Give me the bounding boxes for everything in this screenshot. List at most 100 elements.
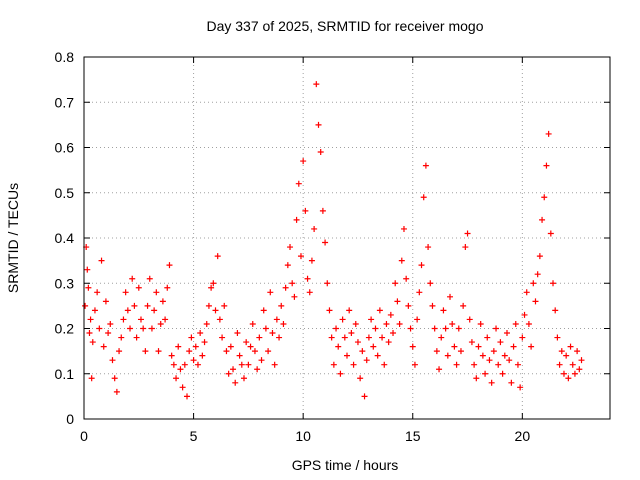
data-point	[120, 316, 127, 323]
data-point	[457, 348, 464, 355]
data-point	[574, 348, 581, 355]
data-point	[433, 348, 440, 355]
data-point	[447, 293, 454, 300]
data-point	[100, 343, 107, 350]
data-point	[517, 384, 524, 391]
data-point	[170, 361, 177, 368]
data-point	[422, 162, 429, 169]
data-point	[324, 280, 331, 287]
data-point	[144, 302, 151, 309]
data-point	[98, 257, 105, 264]
data-point	[201, 339, 208, 346]
data-point	[556, 361, 563, 368]
data-point	[506, 357, 513, 364]
data-point	[313, 81, 320, 88]
data-point	[184, 393, 191, 400]
data-point	[164, 284, 171, 291]
data-point	[84, 266, 91, 273]
data-point	[284, 262, 291, 269]
data-point	[477, 320, 484, 327]
data-point	[536, 253, 543, 260]
data-point	[503, 330, 510, 337]
data-points	[82, 81, 585, 400]
data-point	[475, 343, 482, 350]
data-point	[245, 361, 252, 368]
data-point	[302, 207, 309, 214]
data-point	[431, 325, 438, 332]
y-tick-label: 0.2	[55, 321, 75, 337]
data-point	[188, 334, 195, 341]
data-point	[225, 370, 232, 377]
data-point	[414, 316, 421, 323]
data-point	[238, 361, 245, 368]
data-point	[297, 253, 304, 260]
data-point	[240, 375, 247, 382]
data-point	[315, 121, 322, 128]
data-point	[400, 225, 407, 232]
y-tick-label: 0.6	[55, 140, 75, 156]
data-point	[398, 257, 405, 264]
data-point	[151, 307, 158, 314]
data-point	[91, 307, 98, 314]
data-point	[330, 361, 337, 368]
data-point	[530, 280, 537, 287]
data-point	[501, 352, 508, 359]
data-point	[405, 302, 412, 309]
data-point	[436, 366, 443, 373]
data-point	[280, 320, 287, 327]
x-tick-labels: 0 5 10 15 20	[80, 428, 530, 444]
data-point	[372, 325, 379, 332]
data-point	[87, 316, 94, 323]
data-point	[543, 162, 550, 169]
data-point	[563, 352, 570, 359]
data-point	[289, 280, 296, 287]
data-point	[328, 334, 335, 341]
data-point	[140, 325, 147, 332]
data-point	[385, 339, 392, 346]
y-tick-label: 0	[66, 411, 74, 427]
data-point	[486, 357, 493, 364]
data-point	[173, 375, 180, 382]
data-point	[482, 370, 489, 377]
data-point	[287, 244, 294, 251]
data-point	[273, 316, 280, 323]
data-point	[554, 334, 561, 341]
data-point	[131, 302, 138, 309]
data-point	[363, 357, 370, 364]
data-point	[466, 316, 473, 323]
data-point	[348, 330, 355, 337]
data-point	[102, 298, 109, 305]
data-point	[88, 375, 95, 382]
data-point	[532, 298, 539, 305]
data-point	[317, 149, 324, 156]
data-point	[578, 357, 585, 364]
data-point	[350, 361, 357, 368]
data-point	[525, 320, 532, 327]
data-point	[411, 361, 418, 368]
data-point	[519, 334, 526, 341]
data-point	[82, 302, 89, 309]
y-tick-label: 0.5	[55, 185, 75, 201]
data-point	[576, 366, 583, 373]
y-axis-label: SRMTID / TECUs	[5, 183, 21, 293]
data-point	[177, 366, 184, 373]
data-point	[418, 262, 425, 269]
data-point	[116, 348, 123, 355]
data-point	[462, 244, 469, 251]
data-point	[179, 384, 186, 391]
data-point	[146, 275, 153, 282]
data-point	[453, 361, 460, 368]
data-point	[304, 275, 311, 282]
data-point	[354, 339, 361, 346]
gridlines	[84, 57, 610, 419]
data-point	[308, 257, 315, 264]
data-point	[442, 325, 449, 332]
data-point	[205, 302, 212, 309]
data-point	[118, 334, 125, 341]
data-point	[249, 320, 256, 327]
data-point	[293, 216, 300, 223]
data-point	[199, 352, 206, 359]
data-point	[326, 307, 333, 314]
